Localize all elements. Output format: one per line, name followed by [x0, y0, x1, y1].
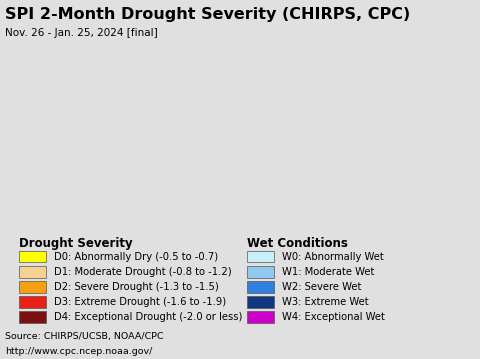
FancyBboxPatch shape: [247, 251, 274, 262]
Text: Nov. 26 - Jan. 25, 2024 [final]: Nov. 26 - Jan. 25, 2024 [final]: [5, 28, 157, 38]
Text: D2: Severe Drought (-1.3 to -1.5): D2: Severe Drought (-1.3 to -1.5): [54, 281, 218, 292]
Text: W3: Extreme Wet: W3: Extreme Wet: [282, 297, 368, 307]
FancyBboxPatch shape: [247, 266, 274, 278]
Text: Wet Conditions: Wet Conditions: [247, 238, 348, 251]
Text: W4: Exceptional Wet: W4: Exceptional Wet: [282, 312, 384, 322]
FancyBboxPatch shape: [19, 251, 46, 262]
FancyBboxPatch shape: [19, 296, 46, 308]
Text: Source: CHIRPS/UCSB, NOAA/CPC: Source: CHIRPS/UCSB, NOAA/CPC: [5, 332, 163, 341]
Text: D3: Extreme Drought (-1.6 to -1.9): D3: Extreme Drought (-1.6 to -1.9): [54, 297, 226, 307]
Text: D1: Moderate Drought (-0.8 to -1.2): D1: Moderate Drought (-0.8 to -1.2): [54, 266, 231, 276]
FancyBboxPatch shape: [247, 311, 274, 323]
Text: W0: Abnormally Wet: W0: Abnormally Wet: [282, 252, 384, 261]
Text: W2: Severe Wet: W2: Severe Wet: [282, 281, 361, 292]
FancyBboxPatch shape: [247, 296, 274, 308]
FancyBboxPatch shape: [19, 266, 46, 278]
Text: Drought Severity: Drought Severity: [19, 238, 133, 251]
Text: D0: Abnormally Dry (-0.5 to -0.7): D0: Abnormally Dry (-0.5 to -0.7): [54, 252, 218, 261]
Text: SPI 2-Month Drought Severity (CHIRPS, CPC): SPI 2-Month Drought Severity (CHIRPS, CP…: [5, 7, 410, 22]
FancyBboxPatch shape: [19, 311, 46, 323]
FancyBboxPatch shape: [19, 281, 46, 293]
Text: http://www.cpc.ncep.noaa.gov/: http://www.cpc.ncep.noaa.gov/: [5, 348, 152, 356]
Text: D4: Exceptional Drought (-2.0 or less): D4: Exceptional Drought (-2.0 or less): [54, 312, 242, 322]
FancyBboxPatch shape: [247, 281, 274, 293]
Text: W1: Moderate Wet: W1: Moderate Wet: [282, 266, 374, 276]
